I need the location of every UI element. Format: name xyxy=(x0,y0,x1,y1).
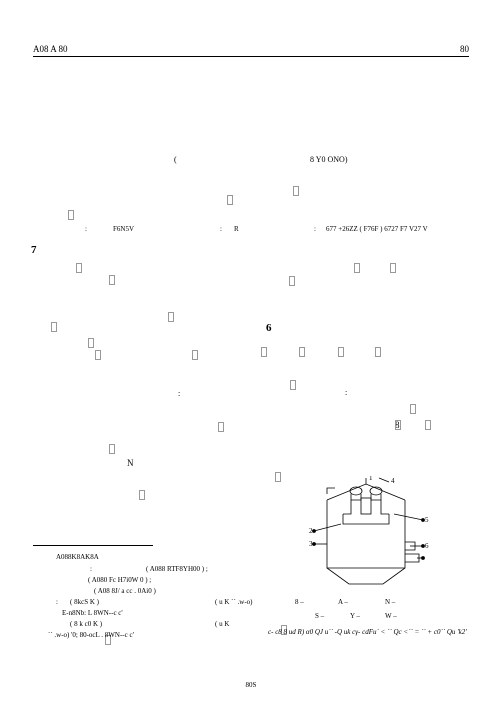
cat1-value: F6N5V xyxy=(113,225,134,233)
text-placeholder xyxy=(192,350,198,360)
cat2-label: : xyxy=(220,225,222,233)
text-placeholder xyxy=(425,420,431,430)
text-placeholder xyxy=(227,195,233,205)
text-placeholder xyxy=(95,350,101,360)
diagram-label-3: 3 xyxy=(309,540,313,548)
text-placeholder xyxy=(375,347,381,357)
cat3-label: : xyxy=(314,225,316,233)
text-placeholder xyxy=(168,312,174,322)
diagram-label-4: 4 xyxy=(391,477,395,485)
n-label: N xyxy=(127,458,134,468)
header-right: 80 xyxy=(460,44,469,54)
footer-2l: : xyxy=(90,565,92,573)
text-placeholder xyxy=(88,338,94,348)
footer-7b: ( u K xyxy=(215,620,229,628)
diagram-label-2: 2 xyxy=(309,527,313,535)
colon: : xyxy=(178,389,180,398)
apparatus-diagram: 2 3 4 5 6 1 xyxy=(299,476,434,591)
text-placeholder xyxy=(395,420,401,430)
text-placeholder xyxy=(68,210,74,220)
diagram-label-6: 6 xyxy=(425,542,429,550)
text-placeholder xyxy=(275,472,281,482)
footer-5a: ( 8kcS K ) xyxy=(70,598,99,606)
footer-7a: ( 8 k c0 K ) xyxy=(70,620,102,628)
footer-2r: ( A088 RTF8YH00 ) ; xyxy=(146,565,208,573)
text-placeholder xyxy=(293,186,299,196)
section-num-7: 7 xyxy=(31,244,37,256)
cat2-value: R xyxy=(234,225,239,233)
footer-3: ( A080 Fc H7i0W 0 ) ; xyxy=(88,576,151,584)
text-placeholder xyxy=(410,404,416,414)
footer-1: A088K8AK8A xyxy=(56,553,99,561)
cat1-label: : xyxy=(85,225,87,233)
cap-a: A – xyxy=(338,598,348,606)
footer-5l: : xyxy=(56,598,58,606)
cap-prefix: 8 – xyxy=(295,598,304,606)
section-num-6: 6 xyxy=(266,322,272,334)
text-placeholder xyxy=(354,263,360,273)
title-left-paren: ( xyxy=(174,155,177,164)
cap-s: S – xyxy=(315,612,324,620)
page-number: 80S xyxy=(0,681,502,689)
title-right-text: 8 Y0 ONO) xyxy=(310,155,347,164)
text-placeholder xyxy=(218,422,224,432)
footer-rule xyxy=(33,545,153,546)
footer-5b: ( u K `` .w-o) xyxy=(215,598,253,606)
equation-text: c- c8 8 ud R) α0 QJ u`` -Q uk cγ- cdFu` … xyxy=(268,628,467,636)
header-left: A08 A 80 xyxy=(33,44,68,54)
text-placeholder xyxy=(289,276,295,286)
cap-n: N – xyxy=(385,598,395,606)
text-placeholder xyxy=(338,347,344,357)
text-placeholder xyxy=(390,263,396,273)
diagram-label-1: 1 xyxy=(369,476,373,482)
text-placeholder xyxy=(51,322,57,332)
footer-8: `` .w-o) '0; 80-ocL . 8WN--c c' xyxy=(48,631,134,639)
text-placeholder xyxy=(261,347,267,357)
text-placeholder xyxy=(109,275,115,285)
cap-y: Y – xyxy=(350,612,360,620)
text-placeholder xyxy=(290,380,296,390)
text-placeholder xyxy=(139,490,145,500)
page-header: A08 A 80 80 xyxy=(33,44,469,57)
cat3-value: 677 +26ZZ ( F76F ) 6727 F7 V27 V xyxy=(326,225,428,233)
diagram-label-5: 5 xyxy=(425,516,429,524)
footer-4: ( A08 8J/ a cc . 0Ai0 ) xyxy=(94,587,156,595)
colon: : xyxy=(345,388,347,397)
cap-w: W – xyxy=(385,612,397,620)
text-placeholder xyxy=(109,444,115,454)
text-placeholder xyxy=(76,263,82,273)
text-placeholder xyxy=(299,347,305,357)
footer-6: E-n8Nb: L 8WN--c c' xyxy=(62,609,123,617)
